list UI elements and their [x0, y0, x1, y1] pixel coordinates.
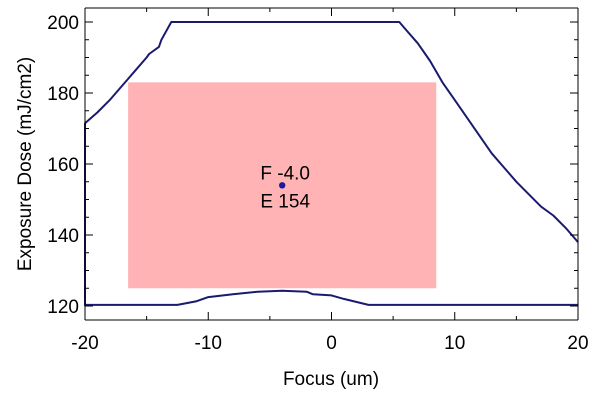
- lower-dose-limit-line: [85, 289, 578, 306]
- x-tick-label: -20: [71, 333, 98, 354]
- annotation-focus-label: F -4.0: [260, 163, 310, 184]
- x-tick-label: -10: [195, 333, 222, 354]
- x-tick-label: 0: [326, 333, 337, 354]
- x-tick-label: 20: [567, 333, 588, 354]
- y-tick-label: 180: [47, 84, 79, 105]
- x-axis-title: Focus (um): [283, 369, 379, 390]
- y-tick-label: 160: [47, 155, 79, 176]
- y-tick-label: 200: [47, 13, 79, 34]
- x-tick-label: 10: [444, 333, 465, 354]
- annotation-dose-label: E 154: [260, 191, 310, 212]
- upper-dose-limit-line: [84, 21, 579, 306]
- y-tick-label: 120: [47, 297, 79, 318]
- optimum-point: [279, 182, 286, 189]
- y-axis-title: Exposure Dose (mJ/cm2): [15, 57, 36, 271]
- y-tick-label: 140: [47, 226, 79, 247]
